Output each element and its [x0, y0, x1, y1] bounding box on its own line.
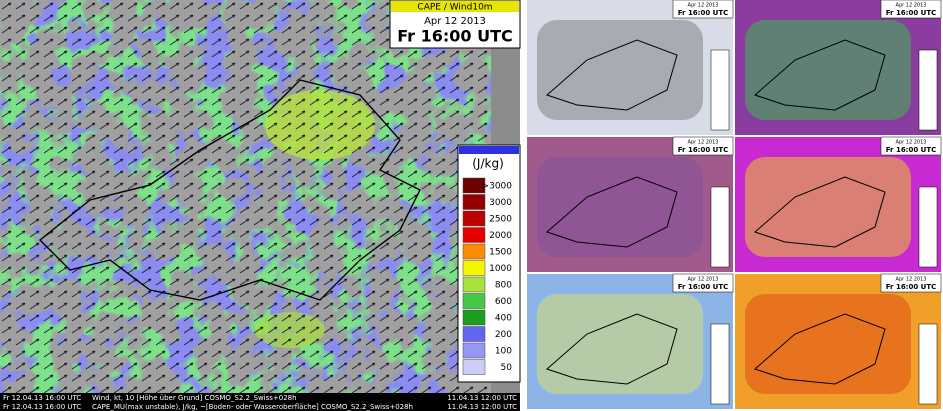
legend-items: >3000 3000 2500 2000 1500 1000 800 600 400 200 100… — [462, 177, 513, 375]
panel-bg — [527, 0, 733, 135]
footer: Fr 12.04.13 16:00 UTC Wind, kt, 10 [Höhe … — [3, 394, 517, 411]
panel-date: Apr 12 2013 — [896, 140, 927, 146]
panel-time: Fr 16:00 UTC — [886, 146, 937, 154]
legend-label: 1500 — [489, 248, 512, 258]
legend-swatch — [462, 194, 486, 210]
panel-header — [672, 0, 734, 19]
footer-field: CAPE_MU(max unstable), J/kg, ~[Boden- od… — [92, 403, 413, 411]
legend-bar — [459, 146, 519, 154]
panel-bg — [735, 137, 941, 272]
panel-field — [537, 157, 703, 257]
footer-run: 11.04.13 12:00 UTC — [447, 403, 517, 411]
panel-field — [537, 294, 703, 394]
panel-border — [754, 313, 886, 385]
panel-border — [546, 176, 678, 248]
panel-time: Fr 16:00 UTC — [678, 146, 729, 154]
footer-bar — [0, 393, 520, 411]
legend-swatch — [462, 260, 486, 276]
header-title: CAPE / Wind10m — [417, 3, 492, 13]
panel-header — [880, 136, 942, 156]
panel-field — [745, 157, 911, 257]
panel-bg — [735, 274, 941, 409]
legend-unit: (J/kg) — [472, 157, 504, 171]
legend-label: 400 — [495, 314, 512, 324]
panel-legend — [918, 49, 938, 131]
panel-border — [546, 39, 678, 111]
legend-label: >3000 — [482, 182, 513, 192]
panel-field — [537, 20, 703, 120]
panel-bg — [735, 0, 941, 135]
legend-swatch — [462, 243, 486, 260]
legend-label: 3000 — [489, 198, 512, 208]
legend-label: 1000 — [489, 264, 512, 274]
panel-date: Apr 12 2013 — [688, 3, 719, 9]
panel-time: Fr 16:00 UTC — [886, 283, 937, 291]
panel-legend — [918, 186, 938, 268]
panel-date: Apr 12 2013 — [896, 3, 927, 9]
wind-arrows — [0, 0, 491, 393]
legend-label: 2500 — [489, 215, 512, 225]
legend-label: 50 — [501, 363, 513, 373]
legend-swatch — [462, 359, 486, 375]
panel-legend — [918, 323, 938, 405]
panel-border — [754, 39, 886, 111]
panel-header — [672, 136, 734, 156]
panel-field — [745, 294, 911, 394]
header-time: Fr 16:00 UTC — [397, 27, 513, 46]
main-map: CAPE / Wind10m Apr 12 2013 Fr 16:00 UTC … — [0, 0, 521, 411]
legend-swatch — [462, 342, 486, 359]
footer-field: Wind, kt, 10 [Höhe über Grund] COSMO_S2.… — [92, 394, 297, 402]
legend-swatch — [462, 309, 486, 326]
header-date: Apr 12 2013 — [424, 16, 486, 27]
panel-legend — [710, 49, 730, 131]
panel-header — [880, 273, 942, 293]
header-title-bg — [391, 1, 519, 12]
panel-header — [880, 0, 942, 19]
footer-valid: Fr 12.04.13 16:00 UTC — [3, 403, 81, 411]
panel-date: Apr 12 2013 — [688, 140, 719, 146]
panel-legend — [710, 323, 730, 405]
panel-time: Fr 16:00 UTC — [678, 283, 729, 291]
panel-date: Apr 12 2013 — [688, 277, 719, 283]
legend-label: 100 — [495, 347, 512, 357]
legend-swatch — [462, 227, 486, 243]
legend-swatch — [462, 276, 486, 293]
legend-swatch — [462, 293, 486, 309]
legend-swatch — [462, 326, 486, 342]
legend-swatch — [462, 177, 486, 194]
panel-bg — [527, 137, 733, 272]
legend-label: 200 — [495, 330, 512, 340]
footer-valid: Fr 12.04.13 16:00 UTC — [3, 394, 81, 402]
panel-header — [672, 273, 734, 293]
panel-border — [546, 313, 678, 385]
panel-bg — [527, 274, 733, 409]
legend-label: 600 — [495, 297, 512, 307]
legend-label: 800 — [495, 281, 512, 291]
panel-border — [754, 176, 886, 248]
panel-field — [745, 20, 911, 120]
panel-time: Fr 16:00 UTC — [886, 9, 937, 17]
panel-date: Apr 12 2013 — [896, 277, 927, 283]
border — [38, 79, 421, 301]
panel-time: Fr 16:00 UTC — [678, 9, 729, 17]
legend-label: 2000 — [489, 231, 512, 241]
legend-swatch — [462, 210, 486, 227]
panel-legend — [710, 186, 730, 268]
footer-run: 11.04.13 12:00 UTC — [447, 394, 517, 402]
